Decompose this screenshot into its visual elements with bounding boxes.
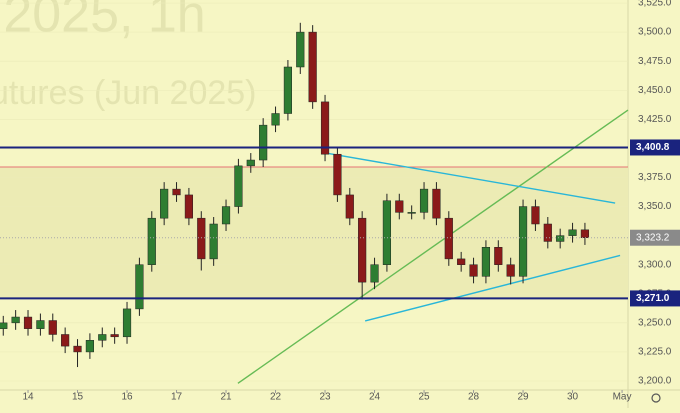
candle-body xyxy=(580,229,590,238)
candle-body xyxy=(234,165,243,207)
x-tick-label: 16 xyxy=(121,392,133,403)
x-tick-label: 17 xyxy=(171,392,183,403)
candle-body xyxy=(48,320,57,335)
candle-body xyxy=(209,223,218,260)
candle-body xyxy=(494,247,503,265)
candle-body xyxy=(469,264,478,277)
candle-body xyxy=(147,217,156,265)
x-tick-label: 15 xyxy=(72,392,84,403)
trendline xyxy=(325,152,616,204)
candle-body xyxy=(568,229,577,236)
candle-body xyxy=(518,206,528,277)
candle-body xyxy=(23,316,33,329)
candle-body xyxy=(531,206,540,225)
candle-body xyxy=(432,188,441,219)
candle-body xyxy=(320,101,330,155)
trendline xyxy=(364,254,621,322)
candle-body xyxy=(184,194,193,219)
candle-body xyxy=(259,124,268,161)
candle-body xyxy=(0,322,8,329)
y-tick-label: 3,475.0 xyxy=(638,56,672,67)
candle-body xyxy=(333,153,342,196)
x-tick-label: 21 xyxy=(220,392,232,403)
trendline xyxy=(237,109,629,384)
candle-body xyxy=(556,235,565,242)
y-tick-label: 3,525.0 xyxy=(638,0,672,9)
x-tick-label: 24 xyxy=(369,392,381,403)
y-tick-label: 3,450.0 xyxy=(638,85,672,96)
y-tick-label: 3,225.0 xyxy=(638,347,672,358)
candle-body xyxy=(110,334,119,338)
watermark-title: M2025, 1h xyxy=(0,0,206,44)
x-tick-label: 30 xyxy=(567,392,579,403)
candle-body xyxy=(370,264,379,283)
candle-body xyxy=(172,188,181,196)
candle-body xyxy=(73,345,82,353)
candle-body xyxy=(296,31,305,68)
candle-body xyxy=(358,217,367,283)
y-tick-label: 3,500.0 xyxy=(638,27,672,38)
level-label-box xyxy=(630,290,680,307)
candle-body xyxy=(246,159,255,167)
last-price-label: 3,323.2 xyxy=(636,232,670,243)
candle-body xyxy=(11,316,20,324)
candle-body xyxy=(221,206,231,225)
last-price-box xyxy=(630,229,680,246)
candle-body xyxy=(85,340,94,353)
candle-body xyxy=(36,320,45,329)
level-label-box xyxy=(630,139,680,156)
candle-body xyxy=(543,223,552,242)
candle-body xyxy=(345,194,354,219)
level-label: 3,271.0 xyxy=(636,293,670,304)
y-tick-label: 3,200.0 xyxy=(638,376,672,387)
x-tick-label: 25 xyxy=(418,392,430,403)
candle-body xyxy=(407,212,416,214)
y-tick-label: 3,350.0 xyxy=(638,201,672,212)
x-tick-label: 23 xyxy=(319,392,331,403)
candle-body xyxy=(283,66,292,114)
candle-body xyxy=(197,217,206,260)
candle-body xyxy=(122,308,132,338)
candle-body xyxy=(271,113,280,126)
candle-body xyxy=(135,264,144,310)
candle-body xyxy=(61,334,70,347)
x-tick-label: 29 xyxy=(517,392,529,403)
candle-body xyxy=(481,247,491,277)
x-tick-label: 28 xyxy=(468,392,480,403)
candle-body xyxy=(506,264,515,277)
candle-body xyxy=(308,31,317,103)
candle-body xyxy=(457,258,466,265)
candle-body xyxy=(395,200,404,213)
candle-body xyxy=(160,188,169,219)
y-tick-label: 3,300.0 xyxy=(638,259,672,270)
y-tick-label: 3,375.0 xyxy=(638,172,672,183)
x-tick-label: 22 xyxy=(270,392,282,403)
candle-body xyxy=(98,334,107,341)
x-tick-label: 14 xyxy=(22,392,34,403)
candle-body xyxy=(382,200,392,265)
settings-icon[interactable] xyxy=(651,393,661,403)
x-tick-label: May xyxy=(613,392,632,403)
y-tick-label: 3,425.0 xyxy=(638,114,672,125)
candle-body xyxy=(444,217,453,260)
level-label: 3,400.8 xyxy=(636,142,670,153)
y-tick-label: 3,250.0 xyxy=(638,317,672,328)
zone-band xyxy=(0,167,628,299)
watermark-subtitle: utures (Jun 2025) xyxy=(0,74,257,112)
candle-body xyxy=(419,188,429,213)
